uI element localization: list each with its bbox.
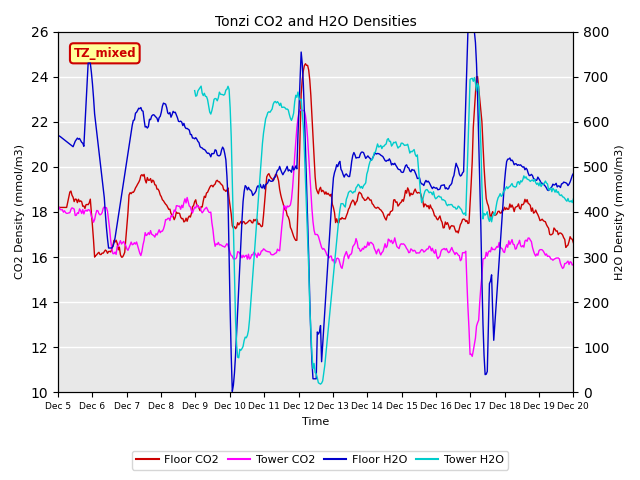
Tower CO2 [214, 240, 222, 245]
Tower H2O [433, 195, 440, 201]
Floor CO2 [345, 206, 353, 212]
Floor CO2 [570, 240, 577, 246]
Floor H2O [524, 170, 532, 176]
Line: Floor H2O: Floor H2O [58, 32, 573, 392]
Tower H2O [271, 98, 279, 104]
Floor H2O [273, 170, 280, 176]
X-axis label: Time: Time [302, 417, 330, 427]
Tower CO2 [344, 252, 351, 258]
Floor CO2 [216, 179, 223, 185]
Line: Floor CO2: Floor CO2 [58, 64, 573, 257]
Floor H2O [570, 170, 577, 176]
Floor CO2 [435, 215, 443, 221]
Tower CO2 [524, 235, 532, 241]
Tower CO2 [369, 240, 376, 246]
Tower CO2 [570, 262, 577, 267]
Floor CO2 [301, 61, 309, 67]
Floor H2O [228, 389, 236, 395]
Tower CO2 [296, 107, 304, 112]
Tower H2O [367, 157, 375, 163]
Floor CO2 [369, 202, 377, 207]
Tower CO2 [54, 205, 62, 211]
Floor CO2 [524, 201, 532, 206]
Line: Tower CO2: Tower CO2 [58, 109, 573, 356]
Floor CO2 [54, 204, 62, 210]
Tower CO2 [271, 250, 279, 256]
Text: TZ_mixed: TZ_mixed [74, 47, 136, 60]
Tower H2O [570, 196, 577, 202]
Tower CO2 [434, 256, 442, 262]
Tower H2O [342, 196, 350, 202]
Floor H2O [214, 153, 222, 158]
Floor CO2 [118, 254, 125, 260]
Legend: Floor CO2, Tower CO2, Floor H2O, Tower H2O: Floor CO2, Tower CO2, Floor H2O, Tower H… [132, 451, 508, 469]
Floor H2O [464, 29, 472, 35]
Line: Tower H2O: Tower H2O [195, 78, 573, 384]
Y-axis label: H2O Density (mmol/m3): H2O Density (mmol/m3) [615, 144, 625, 280]
Tower CO2 [468, 353, 476, 359]
Title: Tonzi CO2 and H2O Densities: Tonzi CO2 and H2O Densities [215, 15, 417, 29]
Floor H2O [344, 173, 351, 179]
Floor CO2 [273, 171, 280, 177]
Floor H2O [54, 132, 62, 138]
Tower H2O [214, 95, 222, 101]
Y-axis label: CO2 Density (mmol/m3): CO2 Density (mmol/m3) [15, 144, 25, 279]
Tower H2O [522, 174, 530, 180]
Floor H2O [434, 187, 442, 192]
Floor H2O [369, 156, 376, 162]
